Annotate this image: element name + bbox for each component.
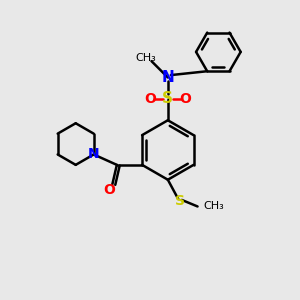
Text: O: O [144,92,156,106]
Text: N: N [88,148,100,161]
Text: S: S [162,92,173,106]
Text: O: O [180,92,192,106]
Text: O: O [103,182,115,197]
Text: CH₃: CH₃ [136,52,157,63]
Text: CH₃: CH₃ [203,202,224,212]
Text: S: S [175,194,185,208]
Text: N: N [161,70,174,85]
